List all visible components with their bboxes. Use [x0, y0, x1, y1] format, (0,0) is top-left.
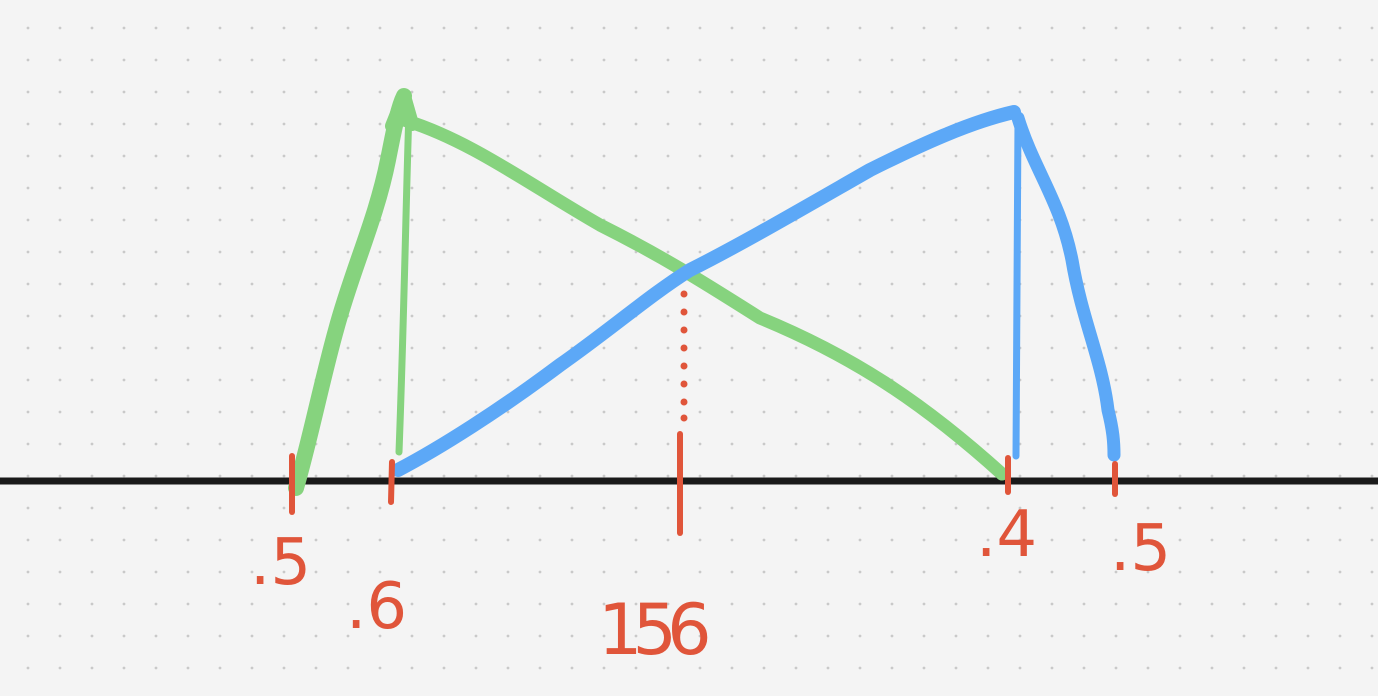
blue-vertical-drop: [1012, 114, 1022, 460]
blue-right-edge: [1011, 111, 1121, 462]
tick-label-5: .5: [1110, 512, 1171, 586]
tick-label-3: 156: [598, 589, 708, 671]
green-right-edge: [397, 113, 1009, 481]
tick-marks: [289, 431, 1118, 536]
blue-left-edge: [391, 105, 1021, 477]
green-vertical-drop: [395, 106, 413, 456]
tick-mark-2: [388, 459, 395, 505]
green-triangle: [288, 88, 1009, 496]
blue-triangle: [391, 105, 1121, 477]
tick-label-2: .6: [346, 570, 407, 644]
tick-label-1: .5: [250, 526, 311, 600]
tick-label-4: .4: [976, 498, 1037, 572]
intersection-dotted-line: [680, 290, 688, 422]
